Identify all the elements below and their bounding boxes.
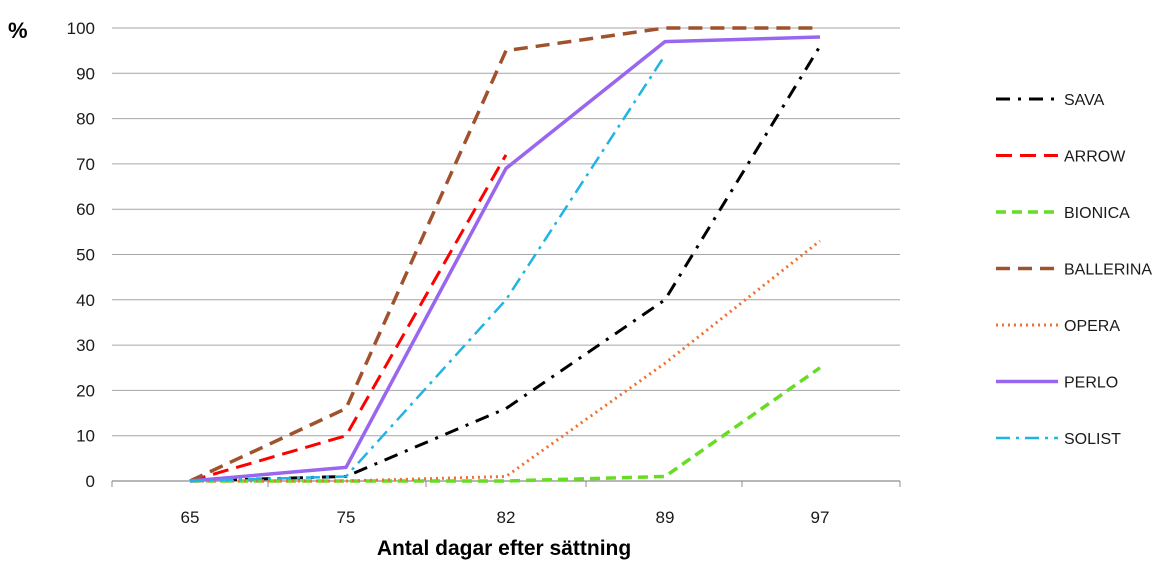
y-tick-label: 100 [67,19,95,38]
x-tick-label: 97 [811,508,830,527]
series-line-solist [189,54,667,483]
x-tick-label: 75 [337,508,356,527]
series-line-perlo [189,35,821,483]
legend-label-sava: SAVA [1064,92,1105,109]
series-line-opera [190,239,821,483]
y-tick-label: 80 [76,110,95,129]
x-axis-title: Antal dagar efter sättning [377,537,631,560]
x-tick-label: 89 [656,508,675,527]
legend-label-solist: SOLIST [1064,431,1121,448]
legend-label-ballerina: BALLERINA [1064,262,1152,279]
x-tick-label: 82 [497,508,516,527]
series-line-sava [189,45,822,483]
y-tick-label: 50 [76,246,95,265]
y-tick-label: 60 [76,200,95,219]
y-tick-label: 20 [76,381,95,400]
y-tick-label: 0 [86,472,95,491]
y-tick-label: 90 [76,64,95,83]
y-axis-label: % [8,18,28,43]
y-tick-label: 70 [76,155,95,174]
legend-label-arrow: ARROW [1064,149,1126,166]
x-tick-label: 65 [181,508,200,527]
y-tick-label: 30 [76,336,95,355]
series-line-ballerina [189,26,820,483]
legend-label-perlo: PERLO [1064,375,1118,392]
legend-label-bionica: BIONICA [1064,205,1130,222]
series-line-arrow [189,154,508,483]
y-tick-label: 10 [76,427,95,446]
legend-label-opera: OPERA [1064,318,1120,335]
series-line-bionica [190,366,822,483]
y-tick-label: 40 [76,291,95,310]
